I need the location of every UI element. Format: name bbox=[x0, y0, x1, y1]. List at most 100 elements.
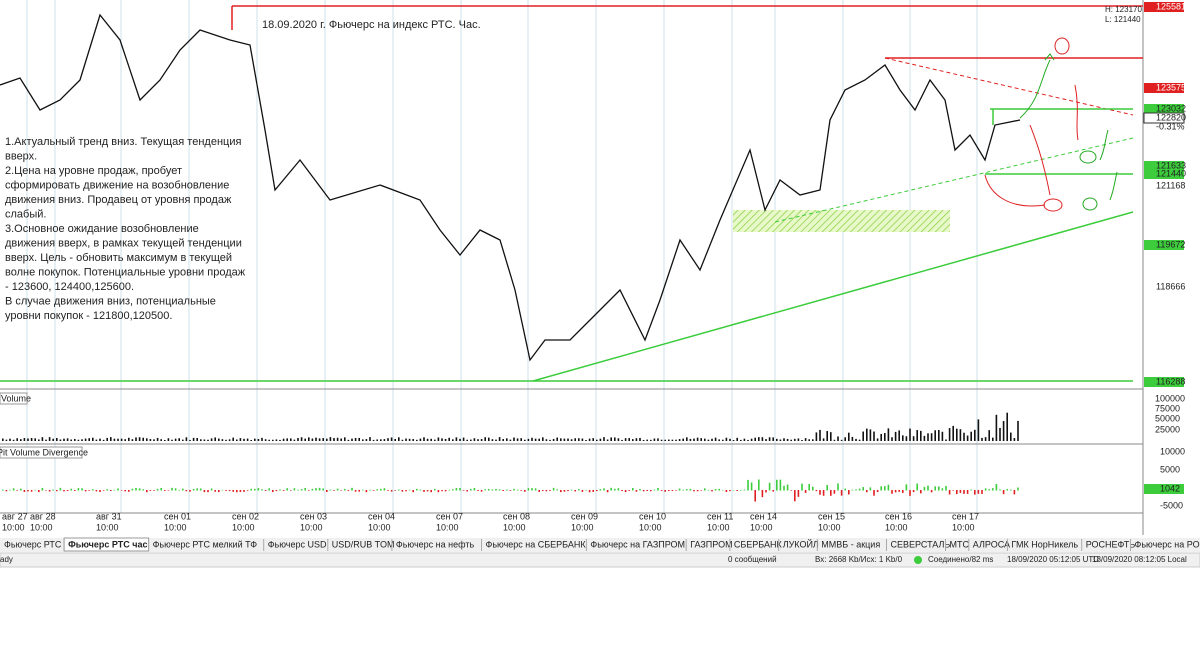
volume-bar bbox=[855, 439, 857, 441]
volume-bar bbox=[621, 440, 623, 441]
volume-bar bbox=[747, 440, 749, 441]
divergence-bar bbox=[499, 489, 501, 490]
divergence-bar bbox=[214, 490, 216, 492]
volume-bar bbox=[470, 440, 472, 441]
divergence-bar bbox=[902, 490, 904, 493]
volume-bar bbox=[247, 439, 249, 441]
divergence-bar bbox=[916, 484, 918, 491]
tab: Фьючерс на РОСНЕФТЬ bbox=[1135, 539, 1200, 549]
volume-bar bbox=[733, 440, 735, 441]
divergence-bar bbox=[967, 490, 969, 494]
axis-label: 10000 bbox=[1160, 446, 1185, 456]
divergence-bar bbox=[1014, 490, 1016, 494]
divergence-bar bbox=[765, 490, 767, 492]
divergence-bar bbox=[675, 490, 677, 491]
divergence-bar bbox=[841, 490, 843, 496]
divergence-bar bbox=[816, 490, 818, 491]
volume-bar bbox=[952, 426, 954, 441]
volume-bar bbox=[1006, 413, 1008, 441]
divergence-bar bbox=[625, 490, 627, 492]
divergence-bar bbox=[826, 485, 828, 491]
volume-bar bbox=[250, 440, 252, 441]
divergence-bar bbox=[657, 488, 659, 490]
divergence-bar bbox=[560, 490, 562, 492]
volume-bar bbox=[682, 439, 684, 441]
divergence-bar bbox=[949, 490, 951, 495]
volume-bar bbox=[650, 440, 652, 441]
divergence-bar bbox=[859, 489, 861, 491]
zone bbox=[733, 210, 950, 232]
volume-bar bbox=[538, 439, 540, 441]
divergence-bar bbox=[27, 490, 29, 491]
divergence-bar bbox=[31, 490, 33, 492]
volume-bar bbox=[391, 438, 393, 441]
divergence-bar bbox=[877, 490, 879, 492]
volume-bar bbox=[52, 439, 54, 441]
divergence-bar bbox=[906, 484, 908, 490]
volume-bar bbox=[1017, 421, 1019, 441]
volume-bar bbox=[139, 437, 141, 441]
volume-bar bbox=[326, 439, 328, 441]
divergence-bar bbox=[420, 490, 422, 491]
divergence-bar bbox=[718, 489, 720, 491]
divergence-bar bbox=[697, 490, 699, 491]
volume-bar bbox=[711, 439, 713, 441]
divergence-bar bbox=[63, 490, 65, 491]
divergence-bar bbox=[668, 490, 670, 491]
divergence-bar bbox=[484, 489, 486, 490]
volume-bar bbox=[808, 439, 810, 441]
divergence-bar bbox=[308, 490, 310, 491]
divergence-bar bbox=[790, 490, 792, 491]
volume-bar bbox=[798, 438, 800, 441]
volume-bar bbox=[171, 440, 173, 441]
volume-bar bbox=[744, 439, 746, 441]
divergence-bar bbox=[661, 490, 663, 491]
divergence-bar bbox=[24, 490, 26, 492]
volume-bar bbox=[600, 439, 602, 441]
volume-bar bbox=[772, 437, 774, 441]
volume-bar bbox=[92, 438, 94, 441]
divergence-bar bbox=[117, 488, 119, 490]
axis-label: 100000 bbox=[1155, 393, 1185, 403]
volume-bar bbox=[556, 438, 558, 441]
divergence-bar bbox=[1017, 488, 1019, 491]
tab: USD/RUB TOM bbox=[332, 539, 395, 549]
divergence-bar bbox=[128, 490, 130, 492]
divergence-bar bbox=[78, 488, 80, 490]
volume-bar bbox=[106, 438, 108, 441]
trend-line bbox=[775, 138, 1133, 222]
volume-bar bbox=[859, 440, 861, 441]
volume-bar bbox=[783, 438, 785, 441]
divergence-bar bbox=[744, 490, 746, 491]
divergence-bar bbox=[837, 483, 839, 490]
volume-bar bbox=[942, 432, 944, 441]
note-line: волне покупок. Потенциальные уровни прод… bbox=[5, 266, 246, 278]
divergence-bar bbox=[236, 490, 238, 492]
time-label: 10:00 bbox=[750, 522, 773, 532]
divergence-bar bbox=[999, 489, 1001, 490]
tab: Фьючерс РТС мелкий ТФ bbox=[153, 539, 258, 549]
volume-bar bbox=[920, 431, 922, 441]
volume-bar bbox=[531, 438, 533, 441]
volume-bar bbox=[844, 437, 846, 441]
volume-bar bbox=[938, 430, 940, 441]
volume-bar bbox=[56, 438, 58, 441]
divergence-bar bbox=[495, 489, 497, 491]
divergence-bar bbox=[517, 490, 519, 491]
volume-bar bbox=[866, 429, 868, 441]
divergence-bar bbox=[1003, 490, 1005, 494]
divergence-bar bbox=[106, 489, 108, 490]
volume-bar bbox=[384, 439, 386, 441]
volume-bar bbox=[826, 431, 828, 441]
volume-bar bbox=[927, 433, 929, 441]
divergence-bar bbox=[884, 486, 886, 490]
divergence-bar bbox=[492, 489, 494, 490]
volume-bar bbox=[146, 438, 148, 441]
volume-bar bbox=[535, 439, 537, 441]
volume-bar bbox=[506, 438, 508, 441]
divergence-bar bbox=[888, 485, 890, 491]
volume-bar bbox=[286, 438, 288, 441]
volume-bar bbox=[24, 438, 26, 441]
tab: АЛРОСА bbox=[973, 539, 1010, 549]
